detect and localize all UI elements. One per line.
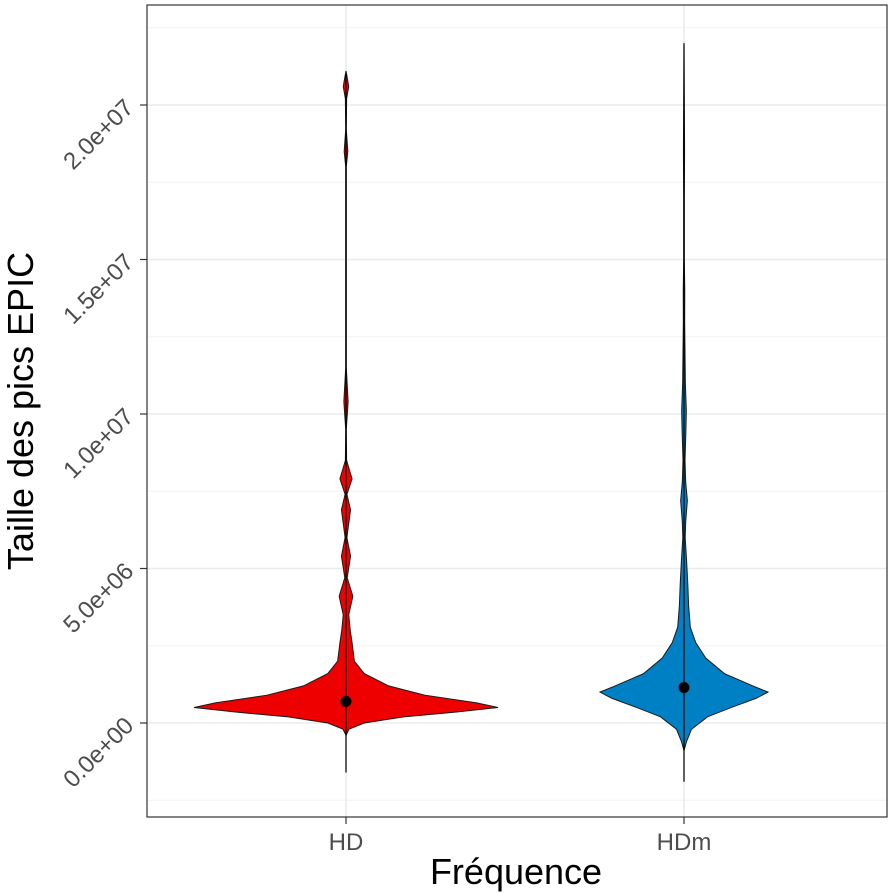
violins <box>193 43 770 782</box>
minor-gridlines <box>147 27 887 801</box>
y-tick-label: 1.0e+07 <box>58 403 139 484</box>
y-tick-label: 0.0e+00 <box>58 712 139 793</box>
panel-background <box>147 5 887 817</box>
x-axis-title: Fréquence <box>430 851 602 892</box>
y-tick-label: 2.0e+07 <box>58 94 139 175</box>
median-point <box>678 681 690 693</box>
y-tick-label: 1.5e+07 <box>58 249 139 330</box>
median-point <box>340 695 352 707</box>
violin-hdm <box>598 43 770 782</box>
y-tick-label: 5.0e+06 <box>58 558 139 639</box>
y-axis-title: Taille des pics EPIC <box>0 252 41 570</box>
x-tick-label: HDm <box>657 829 712 856</box>
violin-hd <box>193 70 499 773</box>
x-tick-label: HD <box>329 829 364 856</box>
panel-border <box>146 4 888 818</box>
y-axis-ticks: 0.0e+00 5.0e+06 1.0e+07 1.5e+07 2.0e+07 <box>58 94 147 793</box>
x-axis-ticks: HD HDm <box>329 817 712 856</box>
